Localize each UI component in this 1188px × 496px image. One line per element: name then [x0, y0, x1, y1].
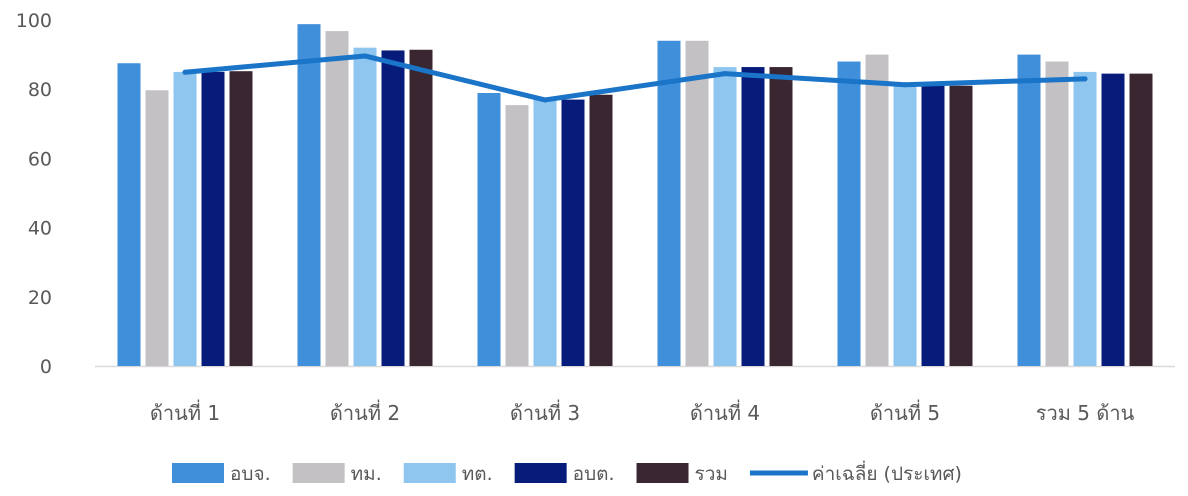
bar	[173, 71, 197, 367]
line-point	[902, 82, 908, 88]
legend-label: ทต.	[462, 463, 493, 485]
bar	[893, 85, 917, 367]
bar	[865, 54, 889, 366]
bar	[353, 47, 377, 367]
bar	[505, 105, 529, 366]
bar	[949, 85, 973, 367]
bar	[477, 93, 501, 367]
legend-swatch	[636, 463, 689, 483]
legend-swatch	[403, 463, 456, 483]
x-category-label: รวม 5 ด้าน	[1036, 401, 1135, 425]
average-line	[182, 53, 1088, 103]
y-tick-label: 100	[16, 10, 52, 32]
bar	[325, 31, 349, 367]
bars	[117, 24, 1153, 367]
x-axis: ด้านที่ 1 ด้านที่ 2 ด้านที่ 3 ด้านที่ 4 ด้าน…	[95, 365, 1175, 425]
bar	[1129, 73, 1153, 366]
y-tick-label: 0	[40, 356, 52, 378]
y-tick-label: 80	[28, 79, 52, 101]
legend-swatch	[292, 463, 345, 483]
line-point	[542, 97, 548, 103]
bar	[589, 94, 613, 367]
bar	[117, 63, 141, 366]
x-category-label: ด้านที่ 4	[690, 399, 760, 425]
bar	[381, 50, 405, 366]
legend-label: ทม.	[351, 463, 382, 485]
bar	[561, 99, 585, 366]
legend-label: รวม	[695, 463, 728, 485]
bar	[145, 90, 169, 366]
legend-label: ค่าเฉลี่ย (ประเทศ)	[812, 460, 962, 485]
bar	[297, 24, 321, 366]
x-category-label: ด้านที่ 5	[870, 399, 940, 425]
bar	[1101, 73, 1125, 366]
line-point	[182, 69, 188, 75]
legend: อบจ. ทม. ทต. อบต. รวม ค่าเฉลี่ย (ประเทศ)	[172, 460, 962, 485]
x-category-label: ด้านที่ 2	[330, 399, 400, 425]
line-point	[722, 71, 728, 77]
line-point	[1082, 76, 1088, 82]
bar	[409, 49, 433, 366]
x-category-label: ด้านที่ 1	[150, 399, 220, 425]
line-point	[362, 53, 368, 59]
bar	[533, 99, 557, 366]
legend-swatch	[514, 463, 567, 483]
bar	[1073, 71, 1097, 367]
bar	[657, 40, 681, 366]
y-tick-label: 40	[28, 218, 52, 240]
y-tick-label: 20	[28, 287, 52, 309]
bar	[1045, 61, 1069, 367]
bar	[1017, 54, 1041, 366]
legend-label: อบจ.	[230, 463, 271, 485]
legend-swatch	[172, 463, 224, 483]
legend-label: อบต.	[573, 463, 615, 485]
bar	[685, 40, 709, 366]
bar	[837, 61, 861, 367]
bar	[201, 71, 225, 367]
bar	[741, 67, 765, 366]
x-category-label: ด้านที่ 3	[510, 399, 580, 425]
line-series	[182, 53, 1088, 103]
bar	[921, 85, 945, 367]
y-axis: 0 20 40 60 80 100	[16, 10, 52, 378]
bar	[713, 67, 737, 366]
y-tick-label: 60	[28, 148, 52, 170]
bar	[229, 71, 253, 366]
bar	[769, 67, 793, 366]
